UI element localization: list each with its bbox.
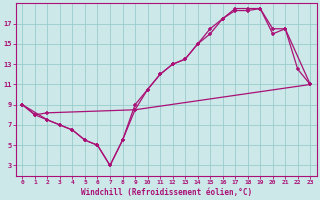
X-axis label: Windchill (Refroidissement éolien,°C): Windchill (Refroidissement éolien,°C) [81,188,252,197]
